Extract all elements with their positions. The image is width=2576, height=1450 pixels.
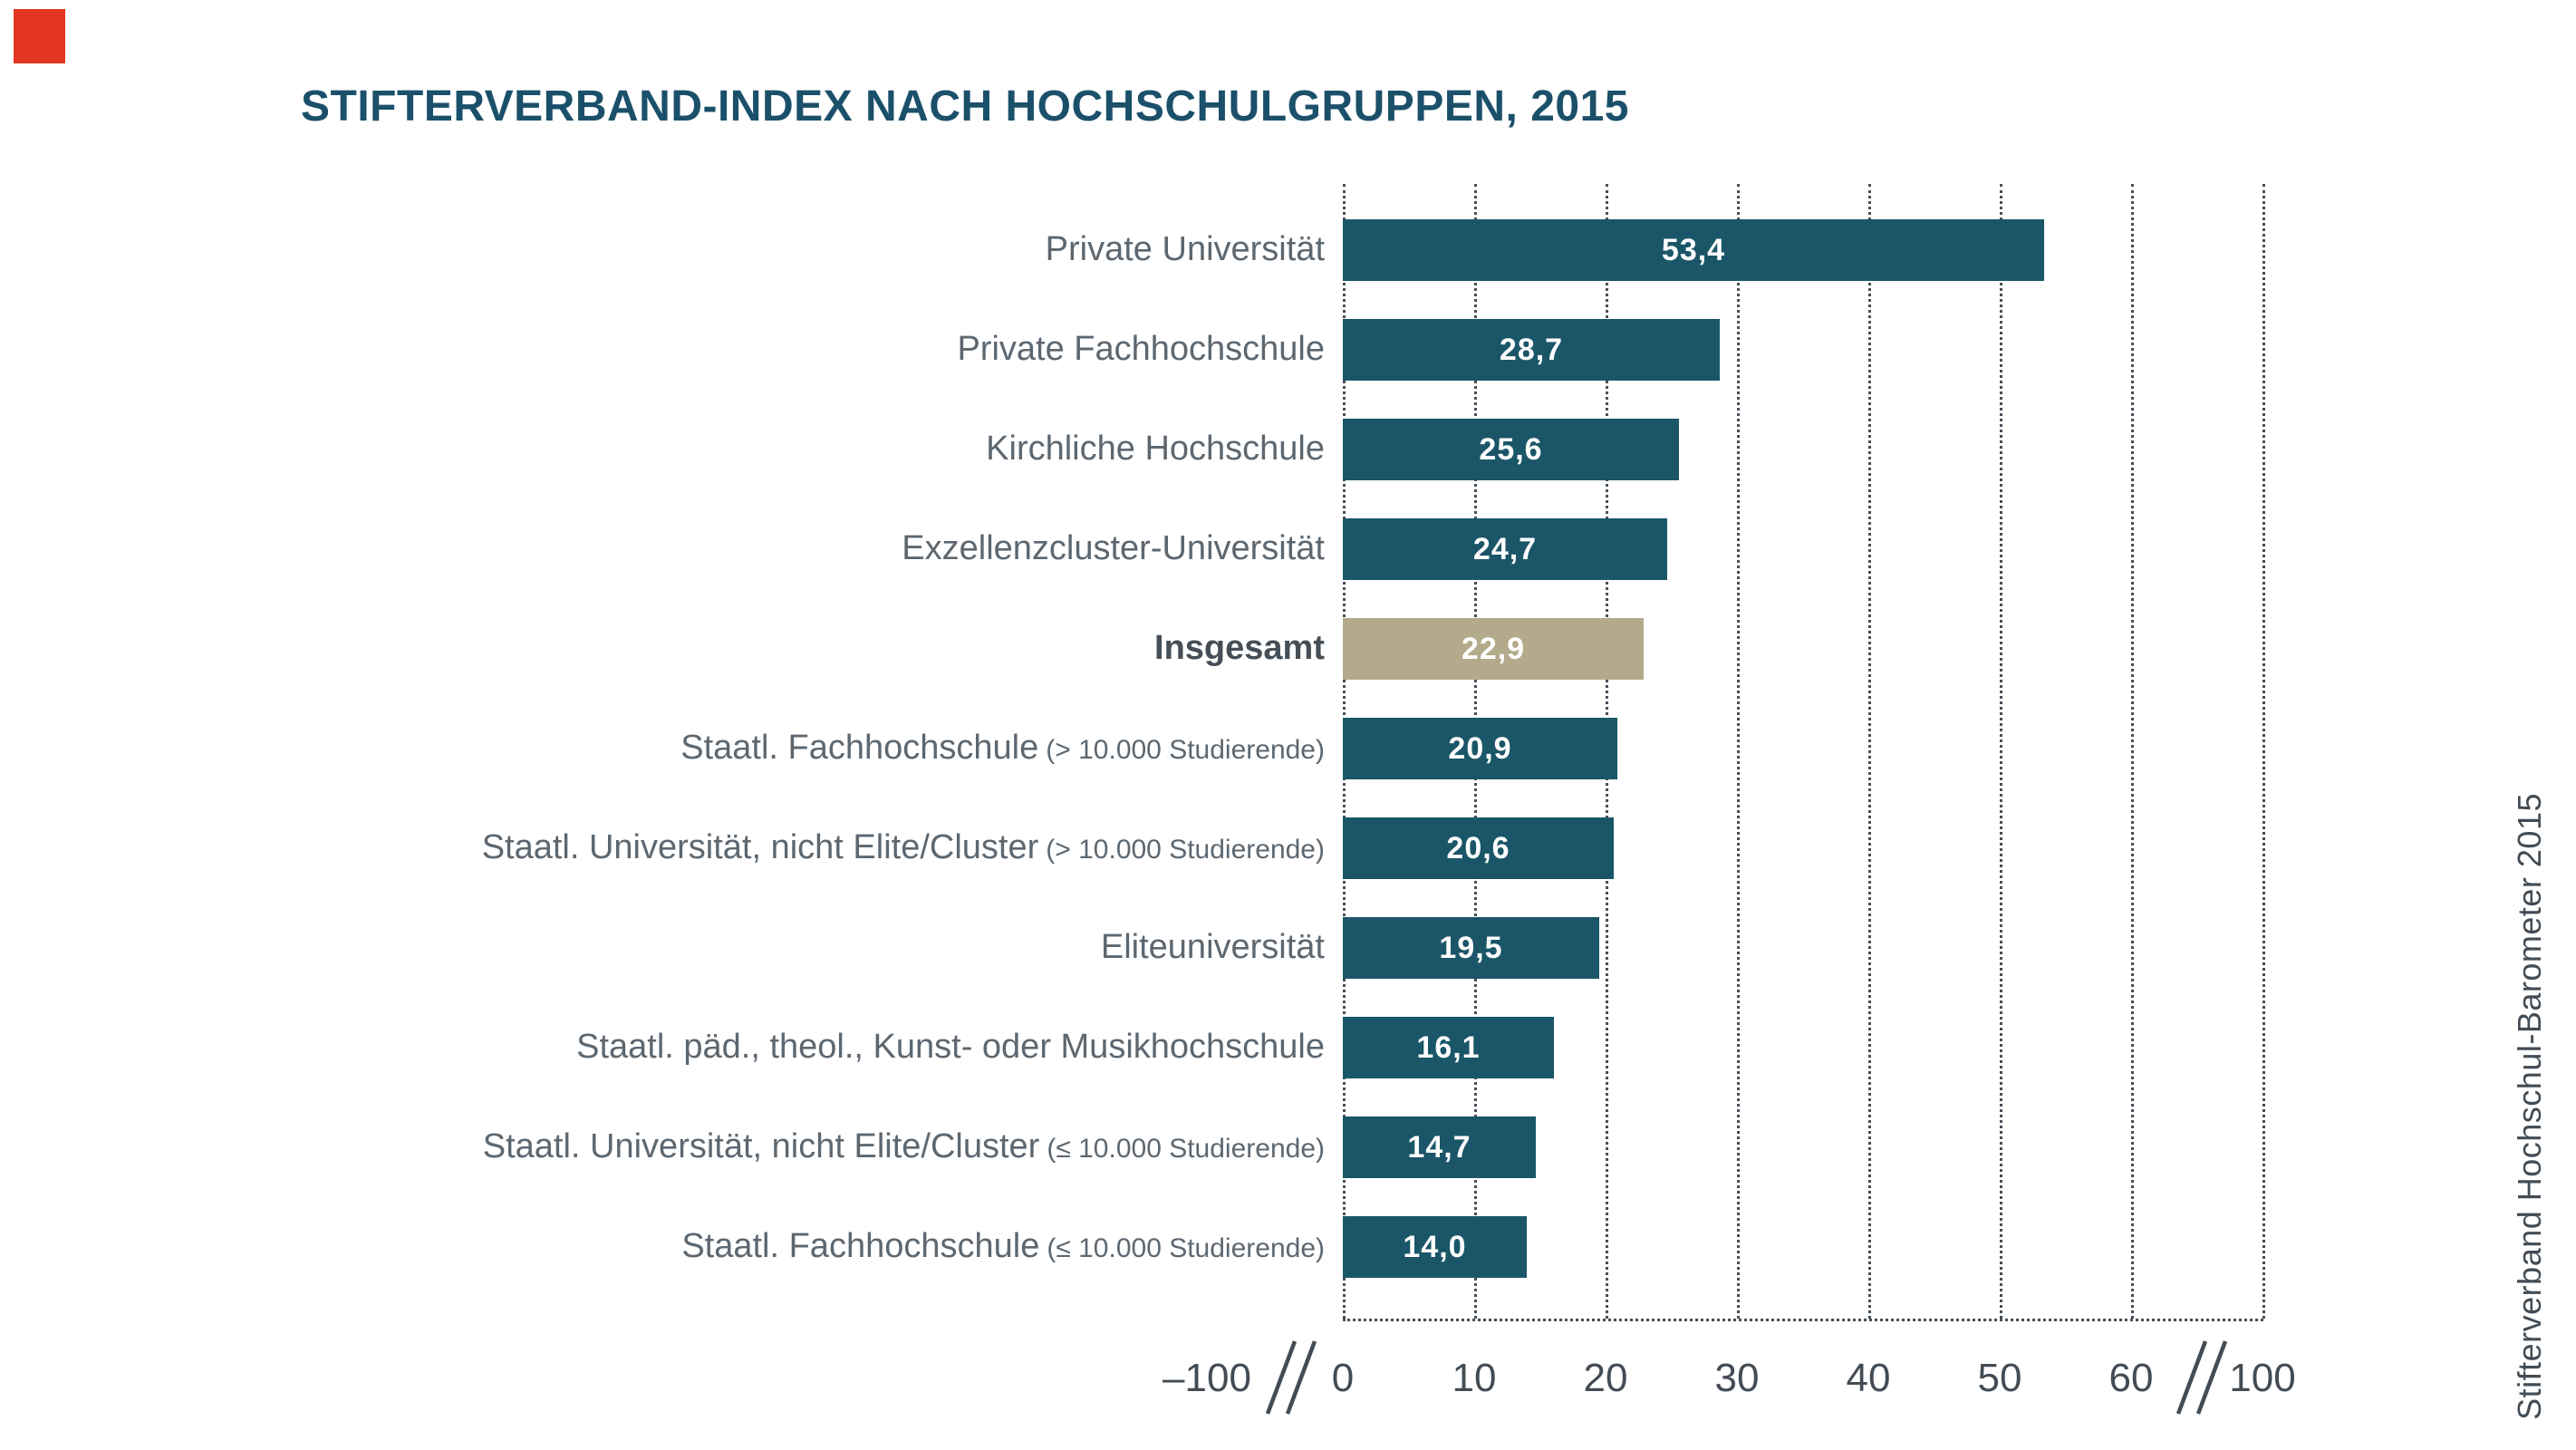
bar-value-label: 14,7 (1407, 1129, 1471, 1165)
bar-value-label: 53,4 (1661, 232, 1726, 267)
category-label: Private Fachhochschule (957, 330, 1325, 369)
bar: 14,7 (1343, 1116, 1536, 1178)
gridline (2131, 184, 2134, 1319)
axis-tick-label: 40 (1846, 1356, 1891, 1400)
brand-logo-red-square (14, 9, 65, 63)
chart-title: STIFTERVERBAND-INDEX NACH HOCHSCHULGRUPP… (301, 82, 1629, 130)
bar-value-label: 25,6 (1479, 431, 1543, 467)
axis-tick-label: 60 (2108, 1356, 2154, 1400)
category-label-text: Staatl. Fachhochschule (680, 729, 1039, 768)
category-label: Staatl. Fachhochschule (≤ 10.000 Studiere… (681, 1227, 1325, 1266)
bar: 19,5 (1343, 917, 1599, 979)
bar: 25,6 (1343, 419, 1679, 480)
category-label-text: Staatl. Universität, nicht Elite/Cluster (482, 1127, 1040, 1166)
category-label: Private Universität (1045, 230, 1325, 269)
category-label: Staatl. Fachhochschule (> 10.000 Studiere… (680, 729, 1325, 768)
category-label-text: Private Fachhochschule (957, 330, 1325, 369)
bar: 24,7 (1343, 518, 1667, 580)
axis-tick-label: 20 (1583, 1356, 1628, 1400)
category-label: Staatl. Universität, nicht Elite/Cluster… (482, 1127, 1325, 1166)
category-label-text: Insgesamt (1154, 629, 1325, 668)
bar: 20,9 (1343, 718, 1617, 779)
axis-break-icon (2176, 1340, 2227, 1415)
category-label-text: Staatl. Fachhochschule (681, 1227, 1040, 1266)
category-label-text: Staatl. Universität, nicht Elite/Cluster (481, 828, 1039, 867)
bar-value-label: 14,0 (1403, 1229, 1467, 1264)
bar: 14,0 (1343, 1216, 1527, 1278)
bar-value-label: 24,7 (1472, 531, 1538, 566)
axis-tick-label: 0 (1331, 1356, 1355, 1400)
bar-value-label: 19,5 (1439, 930, 1503, 965)
category-label-text: Private Universität (1045, 230, 1325, 269)
axis-tick-label: 100 (2229, 1356, 2296, 1400)
axis-tick-label: –100 (1163, 1356, 1251, 1400)
gridline (1868, 184, 1871, 1319)
bar-value-label: 20,6 (1446, 830, 1510, 865)
axis-tick-label: 30 (1714, 1356, 1760, 1400)
bar: 28,7 (1343, 319, 1720, 381)
category-label: Staatl. päd., theol., Kunst- oder Musikh… (576, 1028, 1325, 1067)
category-label-text: Staatl. päd., theol., Kunst- oder Musikh… (576, 1028, 1325, 1067)
bar: 53,4 (1343, 219, 2044, 281)
bar-value-label: 16,1 (1416, 1030, 1481, 1065)
category-label: Exzellenzcluster-Universität (902, 529, 1325, 568)
axis-break-icon (1265, 1340, 1317, 1415)
category-label-note: (≤ 10.000 Studierende) (1047, 1134, 1325, 1165)
category-label-note: (≤ 10.000 Studierende) (1047, 1233, 1325, 1264)
axis-tick-label: 10 (1452, 1356, 1497, 1400)
gridline (1737, 184, 1740, 1319)
category-label: Insgesamt (1154, 629, 1325, 668)
category-label-text: Exzellenzcluster-Universität (902, 529, 1325, 568)
category-label: Kirchliche Hochschule (986, 430, 1325, 469)
bar: 20,6 (1343, 817, 1614, 879)
category-label: Eliteuniversität (1100, 928, 1325, 967)
bar: 22,9 (1343, 618, 1644, 680)
bar-value-label: 28,7 (1499, 332, 1564, 367)
source-caption: Stifterverband Hochschul-Barometer 2015 (2511, 793, 2548, 1420)
category-label: Staatl. Universität, nicht Elite/Cluster… (481, 828, 1325, 867)
gridline (2000, 184, 2002, 1319)
bar-value-label: 22,9 (1461, 631, 1526, 666)
axis-tick-label: 50 (1977, 1356, 2022, 1400)
gridline (2262, 184, 2265, 1319)
plot-area: 53,4 28,7 25,6 24,7 22,9 20,9 20,6 19,5 16,1 14,7… (1343, 184, 2265, 1321)
category-label-note: (> 10.000 Studierende) (1046, 735, 1325, 766)
bar-value-label: 20,9 (1448, 730, 1512, 766)
category-label-text: Eliteuniversität (1100, 928, 1325, 967)
category-label-text: Kirchliche Hochschule (986, 430, 1325, 469)
category-label-note: (> 10.000 Studierende) (1046, 835, 1325, 865)
bar: 16,1 (1343, 1017, 1554, 1078)
